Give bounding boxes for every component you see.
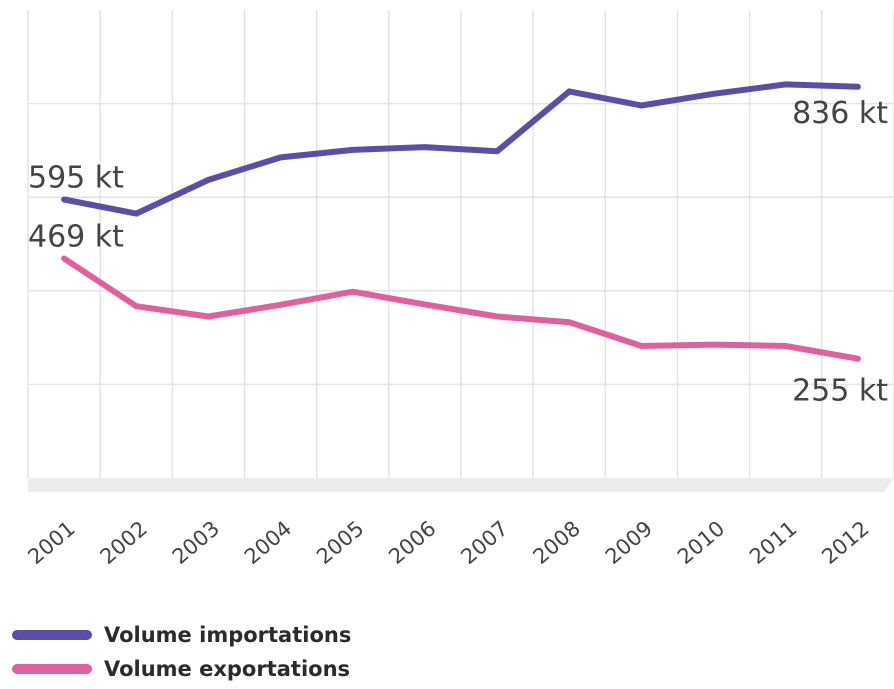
- x-tick-label: 2011: [745, 516, 801, 569]
- start-value-label-exports: 469 kt: [28, 220, 124, 255]
- legend-label-imports: Volume importations: [104, 623, 352, 647]
- line-chart: 2001 2002 2003 2004 2005 2006 2007 2008 2009 2010…: [23, 10, 894, 569]
- x-tick-label: 2008: [529, 516, 585, 569]
- x-tick-label: 2005: [312, 516, 368, 569]
- x-tick-label: 2006: [384, 516, 440, 569]
- x-tick-label: 2004: [240, 516, 296, 569]
- x-tick-label: 2010: [673, 516, 729, 569]
- x-tick-label: 2009: [601, 516, 657, 569]
- x-axis-labels: 2001 2002 2003 2004 2005 2006 2007 2008 2009 2010…: [23, 516, 873, 569]
- x-tick-label: 2002: [96, 516, 152, 569]
- legend-swatch-exports: [12, 664, 92, 674]
- series-line-exports: [61, 255, 861, 362]
- start-value-label-imports: 595 kt: [28, 161, 124, 196]
- legend-label-exports: Volume exportations: [104, 657, 351, 681]
- end-value-label-exports: 255 kt: [792, 374, 888, 409]
- chart-legend: Volume importations Volume exportations: [12, 618, 351, 686]
- chart-grid: [27, 10, 894, 492]
- series-value-labels: 595 kt 469 kt 836 kt 255 kt: [28, 96, 888, 409]
- axis-baseline: [28, 478, 894, 492]
- end-value-label-imports: 836 kt: [792, 96, 888, 131]
- x-tick-label: 2007: [456, 516, 512, 569]
- x-tick-label: 2003: [168, 516, 224, 569]
- legend-item-imports: Volume importations: [12, 618, 351, 652]
- x-tick-label: 2001: [23, 516, 79, 569]
- legend-swatch-imports: [12, 630, 92, 640]
- legend-item-exports: Volume exportations: [12, 652, 351, 686]
- series-lines: [61, 81, 861, 362]
- series-line-imports: [61, 81, 861, 217]
- x-tick-label: 2012: [817, 516, 873, 569]
